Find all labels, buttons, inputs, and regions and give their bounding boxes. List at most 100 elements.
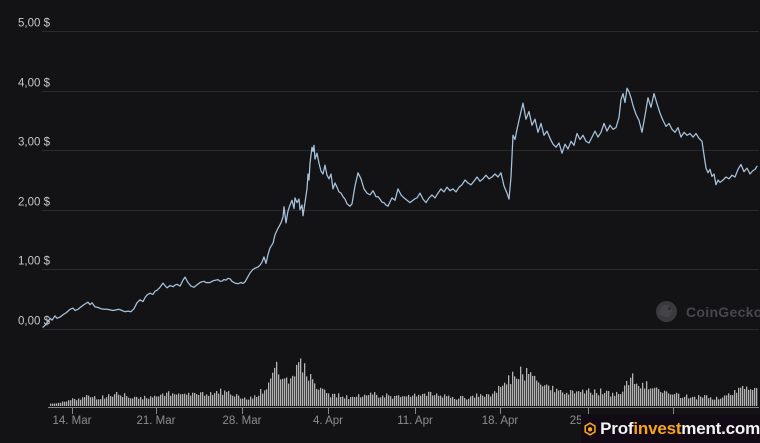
volume-bar bbox=[510, 384, 512, 406]
volume-bar bbox=[280, 379, 282, 406]
profinvestment-logo[interactable]: Profinvestment.com bbox=[581, 414, 760, 443]
volume-bar bbox=[438, 395, 440, 406]
volume-bar bbox=[464, 397, 466, 406]
volume-bar bbox=[316, 388, 318, 406]
volume-bar bbox=[228, 390, 230, 406]
volume-bar bbox=[112, 396, 114, 406]
volume-bar bbox=[70, 400, 72, 406]
volume-bar bbox=[352, 396, 354, 406]
volume-bar bbox=[658, 389, 660, 406]
profinvestment-logo-text: Profinvestment.com bbox=[600, 419, 760, 439]
volume-bar bbox=[418, 394, 420, 406]
volume-bar bbox=[388, 395, 390, 406]
volume-bar bbox=[628, 385, 630, 406]
volume-bar bbox=[94, 396, 96, 406]
volume-bar bbox=[408, 394, 410, 406]
volume-bar bbox=[470, 396, 472, 406]
volume-bar bbox=[584, 393, 586, 406]
volume-bar bbox=[666, 391, 668, 406]
y-tick-label: 1,00 $ bbox=[18, 256, 51, 268]
volume-bar bbox=[304, 363, 306, 406]
volume-bar bbox=[586, 390, 588, 406]
volume-bar bbox=[444, 394, 446, 406]
volume-bar bbox=[734, 390, 736, 406]
volume-bar bbox=[576, 391, 578, 406]
volume-bar bbox=[328, 393, 330, 406]
volume-bar bbox=[334, 393, 336, 406]
volume-bar bbox=[524, 380, 526, 406]
y-axis-labels: 5,00 $ 4,00 $ 3,00 $ 2,00 $ 1,00 $ 0,00 $ bbox=[18, 18, 51, 328]
volume-bar bbox=[656, 387, 658, 406]
volume-bar bbox=[582, 389, 584, 406]
volume-bar bbox=[512, 371, 514, 406]
volume-bar bbox=[272, 372, 274, 406]
volume-bar bbox=[538, 382, 540, 406]
volume-bar bbox=[226, 392, 228, 406]
volume-bar bbox=[620, 394, 622, 406]
volume-bar bbox=[618, 394, 620, 406]
volume-bar bbox=[140, 397, 142, 406]
volume-bar bbox=[122, 397, 124, 406]
volume-bar bbox=[482, 395, 484, 406]
volume-bar bbox=[160, 394, 162, 406]
volume-bar bbox=[516, 378, 518, 406]
volume-bar bbox=[116, 392, 118, 406]
volume-bar bbox=[670, 394, 672, 406]
volume-bar bbox=[254, 395, 256, 406]
volume-bar bbox=[84, 397, 86, 406]
volume-bar bbox=[384, 397, 386, 406]
y-tick-label: 0,00 $ bbox=[18, 316, 51, 328]
volume-bar bbox=[216, 391, 218, 406]
volume-bar bbox=[260, 389, 262, 406]
volume-bar bbox=[432, 395, 434, 406]
volume-bar bbox=[746, 386, 748, 406]
volume-bar bbox=[202, 392, 204, 406]
volume-bar bbox=[330, 397, 332, 406]
volume-bar bbox=[380, 397, 382, 406]
volume-bar bbox=[234, 396, 236, 406]
volume-bar bbox=[374, 392, 376, 406]
volume-bar bbox=[148, 398, 150, 406]
volume-bar bbox=[434, 395, 436, 406]
volume-bar bbox=[646, 381, 648, 406]
volume-bars bbox=[50, 358, 758, 406]
volume-bar bbox=[494, 391, 496, 406]
x-tick-label: 28. Mar bbox=[223, 415, 262, 427]
volume-bar bbox=[632, 373, 634, 406]
volume-bar bbox=[256, 397, 258, 406]
volume-bar bbox=[320, 387, 322, 406]
volume-bar bbox=[126, 396, 128, 406]
volume-bar bbox=[604, 392, 606, 406]
volume-bar bbox=[488, 394, 490, 406]
volume-bar bbox=[634, 384, 636, 406]
volume-bar bbox=[738, 387, 740, 406]
volume-bar bbox=[368, 395, 370, 406]
volume-bar bbox=[170, 395, 172, 406]
volume-bar bbox=[56, 403, 58, 406]
price-series bbox=[42, 87, 758, 328]
volume-bar bbox=[426, 395, 428, 406]
volume-bar bbox=[250, 396, 252, 406]
volume-bar bbox=[80, 399, 82, 406]
volume-bar bbox=[594, 389, 596, 406]
volume-bar bbox=[392, 398, 394, 406]
volume-bar bbox=[558, 390, 560, 406]
volume-bar bbox=[690, 397, 692, 406]
volume-bar bbox=[104, 398, 106, 406]
volume-bar bbox=[230, 394, 232, 406]
volume-bar bbox=[362, 396, 364, 406]
volume-bar bbox=[298, 362, 300, 406]
volume-bar bbox=[346, 395, 348, 406]
volume-bar bbox=[406, 396, 408, 406]
y-tick-label: 5,00 $ bbox=[18, 18, 51, 30]
x-tick-label: 18. Apr bbox=[482, 415, 519, 427]
volume-bar bbox=[522, 374, 524, 406]
volume-bar bbox=[100, 399, 102, 406]
volume-bar bbox=[702, 397, 704, 406]
volume-bar bbox=[152, 397, 154, 406]
volume-bar bbox=[222, 394, 224, 406]
volume-bar bbox=[286, 377, 288, 406]
volume-bar bbox=[242, 398, 244, 406]
volume-bar bbox=[668, 393, 670, 406]
